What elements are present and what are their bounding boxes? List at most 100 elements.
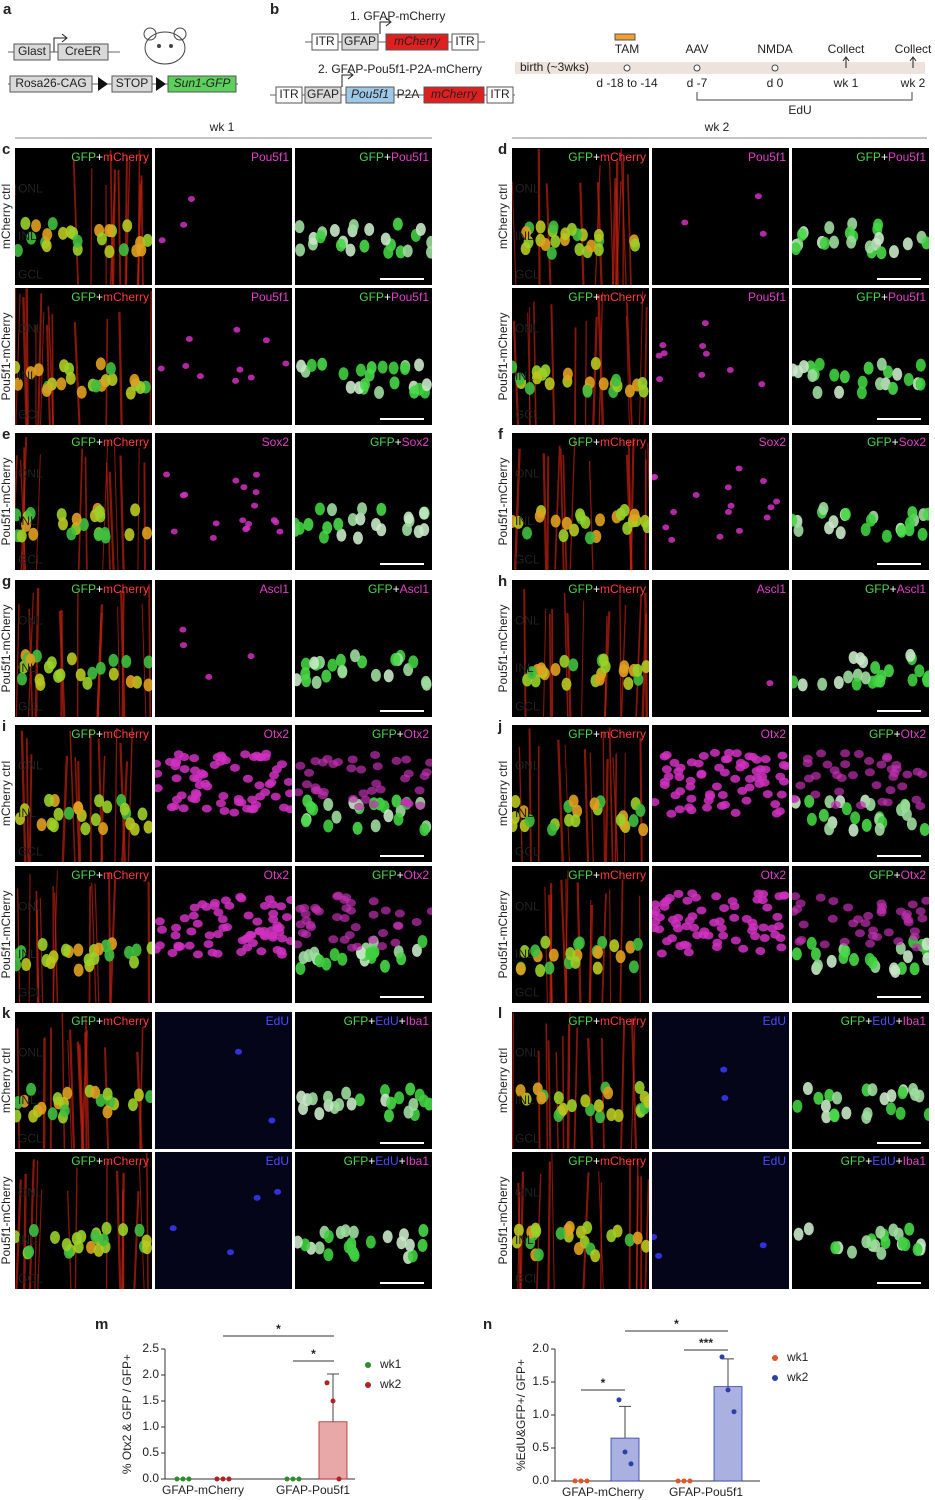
cells [792, 502, 929, 543]
cell [15, 360, 21, 374]
cell [819, 940, 830, 949]
cell [180, 642, 188, 649]
cell [155, 917, 165, 926]
channel-part: Pou5f1 [748, 290, 786, 304]
y-tick-label: 1.0 [142, 1419, 159, 1433]
cell [121, 654, 132, 668]
glia-process [630, 1016, 636, 1149]
glia-process [644, 1179, 649, 1289]
glia-process [647, 443, 649, 509]
cells [158, 196, 195, 244]
cell [720, 755, 731, 764]
glia-process [74, 1167, 78, 1289]
cell [729, 902, 740, 911]
micrograph: GFP+mCherry ONL INL GCL [15, 866, 152, 1003]
cell [100, 530, 111, 544]
cell [301, 930, 312, 939]
cell [865, 797, 876, 811]
channel-label: EdU [763, 1154, 786, 1168]
channel-part: + [96, 1154, 103, 1168]
cell [268, 909, 279, 918]
cell [703, 931, 714, 940]
channel-part: EdU [763, 1154, 786, 1168]
channel-part: + [593, 290, 600, 304]
cell [86, 1240, 97, 1254]
channel-part: Ascl1 [400, 582, 430, 596]
cell [603, 1086, 614, 1100]
cell [792, 892, 801, 901]
channel-part: + [894, 868, 901, 882]
layer-label: GCL [515, 700, 540, 714]
channel-part: + [865, 1154, 872, 1168]
glia-process [140, 175, 144, 285]
cell [212, 520, 220, 527]
channel-part: + [593, 1014, 600, 1028]
cell [42, 228, 53, 242]
legend-marker [365, 1362, 371, 1368]
cell [702, 350, 710, 357]
cell [855, 801, 866, 810]
cell [622, 521, 633, 535]
cell [544, 961, 555, 975]
cell [597, 936, 608, 950]
channel-part: GFP [568, 1014, 593, 1028]
cell [60, 943, 71, 957]
cell [15, 508, 22, 522]
cells [792, 648, 929, 692]
cell [300, 667, 311, 681]
layer-label: INL [515, 806, 534, 820]
layer-label: ONL [515, 1045, 540, 1059]
cell [818, 502, 829, 516]
cell [858, 655, 869, 669]
cell [720, 1066, 728, 1073]
cell [157, 925, 168, 934]
cell [367, 935, 378, 944]
micrograph: Ascl1 [652, 580, 789, 717]
layer-label: ONL [18, 1185, 43, 1199]
cell [691, 893, 702, 902]
element-label: GFAP [344, 34, 376, 48]
cell [345, 380, 356, 394]
cell [854, 929, 865, 938]
cell [36, 1101, 47, 1115]
cell [383, 669, 394, 683]
cell [331, 810, 342, 824]
cell [580, 1094, 591, 1108]
micrograph: Pou5f1 [652, 148, 789, 285]
channel-part: Iba1 [903, 1014, 927, 1028]
cell [553, 1091, 564, 1105]
cell [303, 518, 314, 532]
channel-part: + [593, 727, 600, 741]
condition-label: Pou5f1-mCherry [0, 1176, 13, 1264]
cell [518, 805, 529, 819]
cell [519, 945, 530, 959]
cell [793, 1227, 804, 1241]
cell [813, 1091, 824, 1105]
cell [770, 930, 781, 939]
cell [274, 923, 285, 932]
cell [75, 668, 86, 682]
cell [735, 465, 743, 472]
glia-process [625, 316, 630, 425]
panel-letter: e [2, 426, 10, 443]
channel-part: EdU [375, 1154, 398, 1168]
cell [820, 1099, 831, 1113]
cell [390, 938, 401, 947]
channel-part: Pou5f1 [391, 150, 429, 164]
channel-part: GFP [856, 150, 881, 164]
cell [383, 809, 394, 823]
cell [169, 1225, 177, 1232]
cell [366, 786, 377, 795]
cell [189, 903, 200, 912]
channel-part: GFP [856, 290, 881, 304]
micrograph-bg [652, 288, 789, 425]
cell [611, 373, 622, 387]
micrograph-bg [792, 1152, 929, 1289]
cell [252, 489, 260, 496]
channel-part: EdU [375, 1014, 398, 1028]
glia-process [584, 320, 587, 425]
cell [127, 1098, 138, 1112]
cell [344, 931, 355, 940]
cell [666, 809, 677, 818]
cells [295, 649, 432, 691]
